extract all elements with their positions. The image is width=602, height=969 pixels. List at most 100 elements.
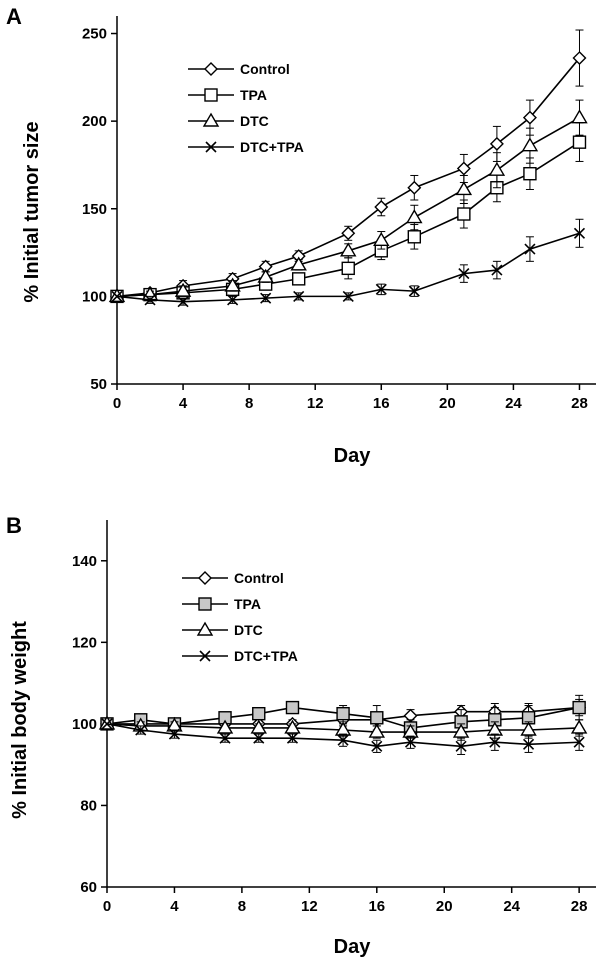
y-tick-label: 200 [82, 113, 107, 130]
legend-marker [199, 650, 211, 662]
data-point [177, 296, 189, 308]
data-point [101, 718, 113, 730]
data-point [406, 209, 423, 224]
data-point [407, 230, 422, 244]
legend-item: Control [182, 570, 284, 586]
data-point [334, 721, 352, 736]
x-tick-label: 20 [436, 898, 453, 915]
x-tick-label: 20 [439, 395, 456, 412]
y-tick-label: 50 [90, 376, 107, 393]
data-point [374, 200, 389, 214]
data-point [286, 732, 299, 744]
panel-label: B [6, 513, 22, 538]
legend-marker [198, 571, 212, 585]
y-tick-label: 80 [80, 797, 97, 814]
data-point [257, 268, 274, 283]
data-point [342, 290, 354, 302]
legend-marker [204, 62, 218, 76]
x-tick-label: 24 [505, 395, 522, 412]
data-point [455, 181, 473, 196]
legend-item: TPA [188, 87, 267, 103]
data-point [573, 227, 586, 239]
data-point [571, 109, 588, 124]
x-tick-label: 0 [103, 898, 111, 915]
x-tick-label: 16 [373, 395, 390, 412]
x-tick-label: 0 [113, 395, 121, 412]
data-point [227, 294, 239, 306]
legend-label: DTC [240, 113, 269, 129]
data-point [458, 268, 470, 280]
legend-label: TPA [240, 87, 267, 103]
x-tick-label: 12 [307, 395, 324, 412]
data-point [520, 721, 537, 736]
data-point [368, 723, 386, 738]
data-point [489, 136, 504, 151]
series-dtc-tpa [101, 718, 585, 755]
x-tick-label: 24 [503, 898, 520, 915]
y-tick-label: 150 [82, 201, 107, 218]
legend-item: Control [188, 61, 290, 77]
data-point [284, 719, 301, 734]
data-point [452, 723, 470, 738]
axes: 60 80 100 120 140 0 4 8 12 16 20 24 28 [72, 520, 596, 915]
data-point [573, 736, 585, 748]
legend-label: Control [234, 570, 284, 586]
legend-label: TPA [234, 596, 261, 612]
data-point [521, 137, 539, 152]
x-tick-label: 12 [301, 898, 318, 915]
data-point [522, 738, 535, 750]
legend-label: DTC [234, 622, 263, 638]
series-tpa [110, 122, 587, 304]
x-axis-label: Day [334, 445, 372, 467]
data-point [572, 135, 587, 149]
axes: 50 100 150 200 250 0 4 8 12 16 20 24 28 [82, 16, 596, 412]
panel-a: A % Initial tumor size Day 5010015020025… [6, 4, 596, 467]
y-tick-label: 100 [82, 288, 107, 305]
data-point [375, 283, 387, 295]
series-dtc-tpa [111, 218, 586, 308]
legend-marker [205, 141, 217, 153]
x-axis-label: Day [334, 936, 372, 958]
data-point [216, 719, 234, 734]
legend-item: DTC+TPA [182, 648, 298, 664]
data-point [219, 732, 231, 744]
y-axis-label: % Initial body weight [9, 621, 31, 819]
legend-item: TPA [182, 596, 261, 612]
x-tick-label: 16 [368, 898, 385, 915]
data-point [260, 292, 272, 304]
data-point [489, 736, 501, 748]
data-point [404, 736, 417, 748]
data-point [456, 161, 471, 176]
data-point [370, 711, 384, 725]
legend-marker [198, 597, 212, 611]
data-point [135, 724, 147, 736]
data-point [293, 290, 305, 302]
plot-area [108, 29, 588, 308]
data-point [111, 290, 123, 302]
legend-item: DTC [188, 112, 269, 129]
data-point [523, 167, 537, 181]
data-point [250, 719, 267, 734]
data-point [224, 277, 241, 292]
data-point [341, 226, 356, 241]
legend-marker [204, 88, 218, 102]
data-point [373, 231, 390, 247]
y-tick-label: 120 [72, 634, 97, 651]
y-tick-label: 140 [72, 553, 97, 570]
data-point [407, 180, 422, 195]
data-point [457, 207, 471, 221]
legend: Control TPA DTC DTC+TPA [188, 61, 304, 155]
series-dtc [108, 99, 588, 303]
x-tick-label: 28 [571, 395, 588, 412]
data-point [168, 728, 181, 740]
legend-marker [202, 112, 220, 127]
data-point [572, 700, 586, 715]
x-tick-label: 8 [245, 395, 253, 412]
y-axis-label: % Initial tumor size [21, 121, 43, 302]
data-point [341, 261, 355, 276]
y-tick-label: 60 [80, 879, 97, 896]
data-point [488, 161, 506, 176]
data-point [337, 734, 349, 746]
data-point [336, 706, 350, 721]
